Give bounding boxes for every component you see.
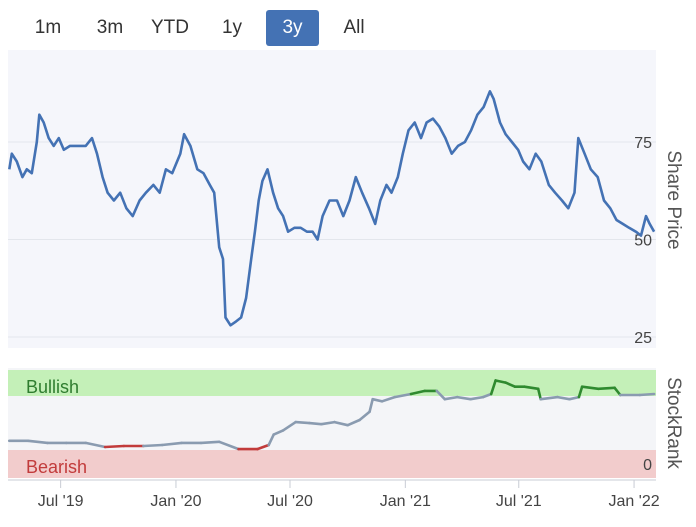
price-y-tick-label: 25 bbox=[634, 330, 652, 347]
stockrank-segment bbox=[371, 397, 384, 403]
stockrank-y-tick-label: 0 bbox=[643, 457, 652, 474]
stockrank-segment bbox=[539, 395, 559, 401]
stockrank-segment bbox=[272, 429, 285, 436]
stockrank-segment bbox=[596, 386, 616, 391]
range-3y-button[interactable]: 3y bbox=[266, 10, 319, 46]
x-axis: Jul '19 Jan '20 Jul '20 Jan '21 Jul '21 Jan '… bbox=[8, 479, 660, 510]
stockrank-panel: Bullish Bearish 0 StockRank bbox=[8, 368, 684, 478]
stockrank-segment bbox=[580, 385, 600, 391]
stockrank-segment bbox=[638, 392, 656, 397]
x-tick-label: Jan '20 bbox=[150, 493, 201, 510]
stockrank-segment bbox=[455, 395, 472, 401]
stockrank-segment bbox=[481, 392, 493, 399]
stockrank-segment bbox=[333, 420, 350, 427]
stockrank-segment bbox=[267, 433, 276, 447]
price-axis-title: Share Price bbox=[663, 150, 684, 249]
range-1y-button[interactable]: 1y bbox=[221, 17, 243, 38]
x-tick-label: Jan '22 bbox=[609, 493, 660, 510]
stockrank-segment bbox=[217, 440, 240, 451]
stockrank-segment bbox=[142, 443, 164, 448]
x-tick-label: Jul '20 bbox=[267, 493, 313, 510]
range-selector: 1m 3m YTD 1y 3y All bbox=[0, 0, 696, 48]
stockrank-segment bbox=[577, 385, 584, 399]
stockrank-segment bbox=[319, 420, 336, 426]
price-y-ticks: 25 50 75 bbox=[634, 135, 652, 347]
stockrank-segment bbox=[556, 395, 571, 401]
stockrank-segment bbox=[380, 395, 397, 403]
price-y-tick-label: 75 bbox=[634, 135, 652, 152]
range-all-button[interactable]: All bbox=[343, 17, 365, 38]
stockrank-y-ticks: 0 bbox=[643, 457, 652, 474]
stockrank-axis-title: StockRank bbox=[663, 377, 684, 469]
price-gridlines bbox=[8, 141, 656, 338]
stockrank-segment bbox=[368, 397, 375, 414]
stockrank-segment bbox=[308, 421, 323, 426]
stockrank-segment bbox=[409, 389, 427, 396]
stockrank-series bbox=[8, 379, 656, 451]
stockrank-segment bbox=[346, 418, 361, 427]
stockrank-segment bbox=[489, 379, 497, 396]
bullish-zone-label: Bullish bbox=[26, 377, 79, 397]
range-ytd-button[interactable]: YTD bbox=[151, 17, 189, 38]
stockrank-segment bbox=[435, 389, 447, 401]
stockrank-segment bbox=[199, 440, 221, 445]
price-series-line bbox=[8, 90, 656, 327]
stockrank-segment bbox=[160, 441, 183, 447]
stockrank-segment bbox=[294, 420, 311, 425]
stockrank-segment bbox=[613, 386, 622, 397]
stockrank-segment bbox=[469, 395, 485, 401]
range-1m-button[interactable]: 1m bbox=[34, 17, 62, 38]
stockrank-segment bbox=[443, 395, 459, 401]
price-plot-background bbox=[8, 50, 656, 348]
price-panel: 25 50 75 Share Price bbox=[8, 50, 684, 348]
stockrank-segment bbox=[494, 379, 507, 384]
stockrank-segment bbox=[84, 441, 107, 449]
range-3m-button[interactable]: 3m bbox=[96, 17, 124, 38]
x-tick-label: Jul '21 bbox=[496, 493, 542, 510]
bullish-zone bbox=[8, 370, 656, 396]
stockrank-segment bbox=[393, 392, 413, 399]
stockrank-segment bbox=[281, 420, 298, 432]
bearish-zone-label: Bearish bbox=[26, 457, 87, 477]
stockrank-segment bbox=[26, 439, 49, 445]
stockrank-segment bbox=[103, 444, 126, 449]
bearish-zone bbox=[8, 450, 656, 478]
stockrank-segment bbox=[536, 387, 543, 401]
x-tick-label: Jan '21 bbox=[380, 493, 431, 510]
stockrank-segment bbox=[358, 410, 371, 422]
x-tick-label: Jul '19 bbox=[38, 493, 84, 510]
stockrank-segment bbox=[504, 381, 517, 389]
stockrank-segment bbox=[256, 443, 271, 451]
price-y-tick-label: 50 bbox=[634, 233, 652, 250]
stockrank-segment bbox=[523, 385, 540, 391]
stockrank-segment bbox=[568, 395, 581, 401]
